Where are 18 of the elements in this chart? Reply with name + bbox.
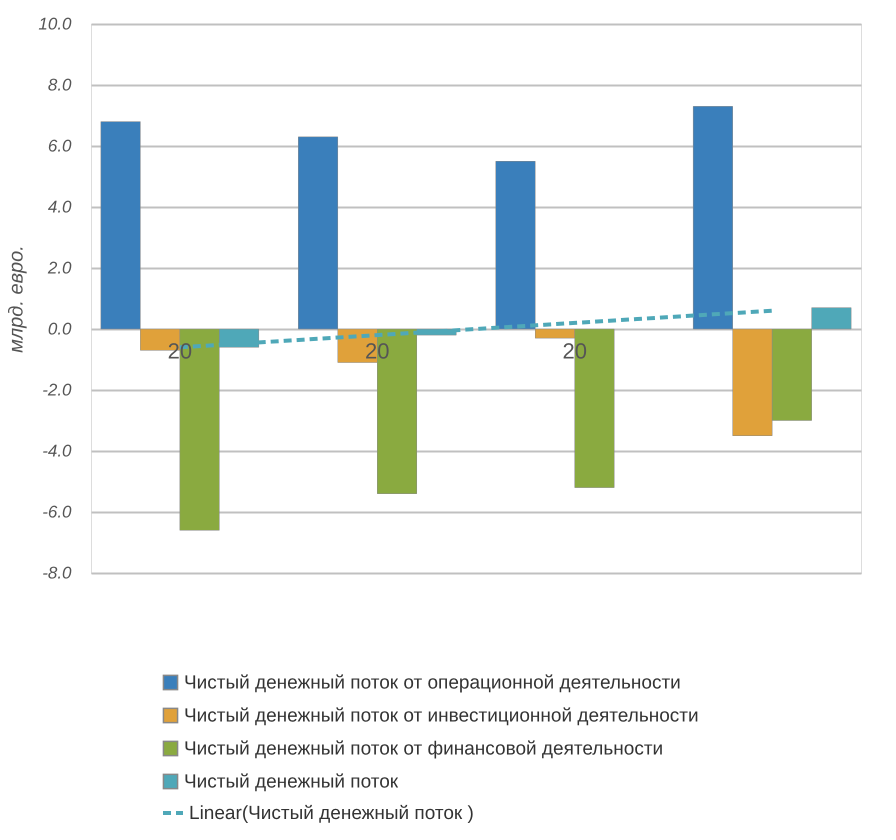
y-tick-label: 0.0 (48, 320, 72, 338)
legend-label: Чистый денежный поток от операционной деятельности (184, 672, 681, 694)
y-tick-label: 10.0 (38, 14, 72, 34)
y-tick-label: 2.0 (46, 258, 72, 278)
y-tick-label: 4.0 (48, 198, 72, 216)
legend-label: Linear(Чистый денежный поток ) (189, 803, 474, 824)
legend-label: Чистый денежный поток от инвестиционной деятельности (184, 706, 699, 726)
y-tick-label: 6.0 (48, 136, 72, 156)
y-tick-label: 8.0 (48, 76, 72, 94)
legend-label: Чистый денежный поток (184, 772, 399, 792)
x-tick-label: 20 (365, 338, 390, 364)
y-tick-label: -2.0 (42, 380, 72, 400)
y-tick-label: -4.0 (42, 442, 72, 460)
y-axis-title: млрд. евро. (5, 245, 28, 353)
legend-label: Чистый денежный поток от финансовой деятельности (184, 738, 664, 760)
y-tick-label: -6.0 (42, 502, 72, 522)
x-tick-label: 20 (168, 338, 192, 364)
y-tick-label: -8.0 (42, 564, 72, 582)
